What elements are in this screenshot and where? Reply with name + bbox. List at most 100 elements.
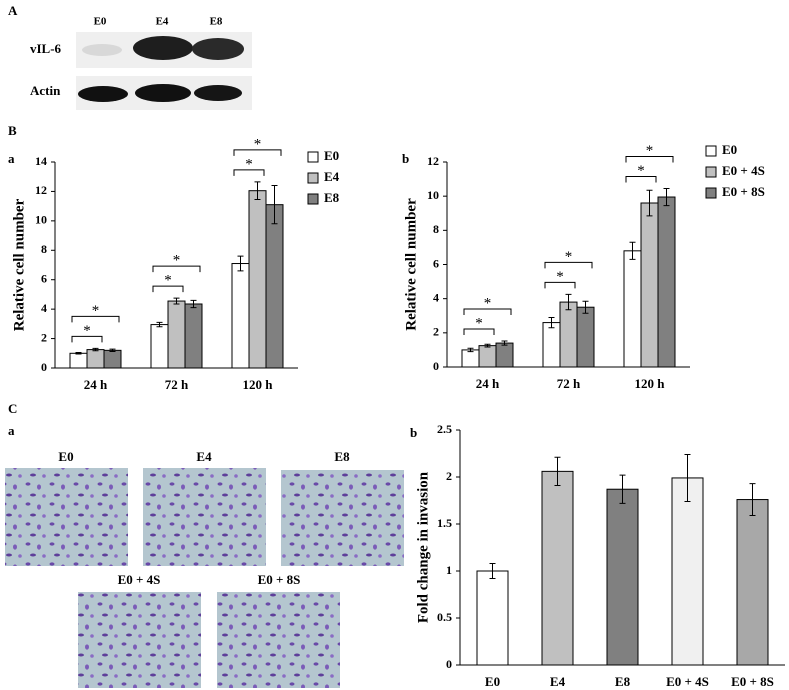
significance-label: * xyxy=(83,323,91,339)
image-label: E0 xyxy=(58,449,73,464)
y-tick-label: 10 xyxy=(427,188,439,202)
significance-bracket xyxy=(463,328,495,336)
y-tick-label: 8 xyxy=(41,242,47,256)
significance-label: * xyxy=(173,253,181,269)
bar xyxy=(736,499,769,666)
bar xyxy=(623,250,642,368)
error-bar xyxy=(489,562,496,580)
significance-bracket xyxy=(625,175,657,183)
legend-label: E0 + 8S xyxy=(722,184,765,199)
micrograph xyxy=(78,592,201,688)
error-bar xyxy=(749,483,756,517)
bar xyxy=(184,303,203,369)
bar xyxy=(476,570,509,666)
y-tick-label: 0.5 xyxy=(437,610,452,624)
error-bar xyxy=(156,321,163,328)
y-tick-label: 2 xyxy=(433,325,439,339)
y-tick-label: 0 xyxy=(41,360,47,374)
image-label: E8 xyxy=(334,449,350,464)
image-label: E0 + 8S xyxy=(258,572,301,587)
bar xyxy=(103,349,122,369)
image-label: E4 xyxy=(196,449,212,464)
error-bar xyxy=(484,343,491,348)
bar xyxy=(495,342,514,368)
y-tick-label: 2.5 xyxy=(437,422,452,436)
significance-label: * xyxy=(556,269,564,285)
y-tick-label: 0 xyxy=(433,359,439,373)
legend-label: E0 xyxy=(324,148,339,163)
legend-label: E0 xyxy=(722,142,737,157)
y-tick-label: 12 xyxy=(427,154,439,168)
row-label: Actin xyxy=(30,83,61,98)
y-tick-label: 1.5 xyxy=(437,516,452,530)
x-tick-label: E0 + 8S xyxy=(731,674,774,689)
y-tick-label: 12 xyxy=(35,183,47,197)
panel-label: C xyxy=(8,401,17,416)
bar xyxy=(69,352,88,369)
bar xyxy=(461,349,480,368)
x-tick-label: E8 xyxy=(615,674,631,689)
bar xyxy=(248,190,267,369)
x-tick-label: 24 h xyxy=(476,376,500,391)
significance-bracket xyxy=(625,155,674,163)
western-blot: E0 E4 E8 vIL-6 Actin xyxy=(30,16,252,110)
x-tick-label: E0 + 4S xyxy=(666,674,709,689)
legend-swatch xyxy=(307,172,319,184)
error-bar xyxy=(629,241,636,260)
significance-bracket xyxy=(71,335,103,343)
panel-label: A xyxy=(8,3,18,18)
x-tick-label: 120 h xyxy=(243,377,274,392)
error-bar xyxy=(173,297,180,305)
x-tick-label: 72 h xyxy=(557,376,581,391)
error-bar xyxy=(271,185,278,225)
micrograph xyxy=(143,468,266,566)
bar xyxy=(542,322,561,368)
y-tick-label: 6 xyxy=(433,256,439,270)
error-bar xyxy=(582,300,589,314)
bar xyxy=(541,470,574,666)
legend-swatch xyxy=(307,193,319,205)
legend-swatch xyxy=(705,187,717,199)
significance-bracket xyxy=(233,169,265,176)
legend-swatch xyxy=(705,166,717,178)
y-tick-label: 4 xyxy=(433,290,439,304)
error-bar xyxy=(646,189,653,217)
x-tick-label: E4 xyxy=(550,674,566,689)
bar xyxy=(640,202,659,368)
error-bar xyxy=(684,453,691,502)
significance-bracket xyxy=(544,281,576,289)
y-tick-label: 2 xyxy=(446,469,452,483)
y-axis-label: Fold change in invasion xyxy=(415,471,431,623)
micrographs: E0 E4 E8 E0 + 4S E0 + 8S xyxy=(5,449,404,688)
significance-bracket xyxy=(544,261,593,269)
legend-label: E0 + 4S xyxy=(722,163,765,178)
subpanel-label: b xyxy=(410,425,417,440)
y-tick-label: 14 xyxy=(35,154,47,168)
significance-label: * xyxy=(92,303,100,319)
bar xyxy=(265,204,284,369)
error-bar xyxy=(548,316,555,329)
significance-bracket xyxy=(152,285,184,293)
bar xyxy=(478,345,497,368)
significance-label: * xyxy=(484,295,492,311)
bar xyxy=(231,263,250,369)
lane-label: E8 xyxy=(210,16,223,28)
significance-bracket xyxy=(71,315,120,323)
significance-label: * xyxy=(637,163,645,179)
error-bar xyxy=(565,293,572,311)
x-tick-label: 24 h xyxy=(84,377,108,392)
lane-label: E0 xyxy=(94,16,107,28)
subpanel-label: a xyxy=(8,423,15,438)
micrograph xyxy=(5,468,128,566)
significance-label: * xyxy=(646,143,654,159)
error-bar xyxy=(92,347,99,352)
micrograph xyxy=(217,592,340,688)
significance-label: * xyxy=(164,273,172,289)
y-tick-label: 1 xyxy=(446,563,452,577)
significance-bracket xyxy=(463,308,512,316)
legend-label: E4 xyxy=(324,169,340,184)
significance-label: * xyxy=(245,156,253,172)
significance-label: * xyxy=(565,249,573,265)
legend-swatch xyxy=(705,145,717,157)
